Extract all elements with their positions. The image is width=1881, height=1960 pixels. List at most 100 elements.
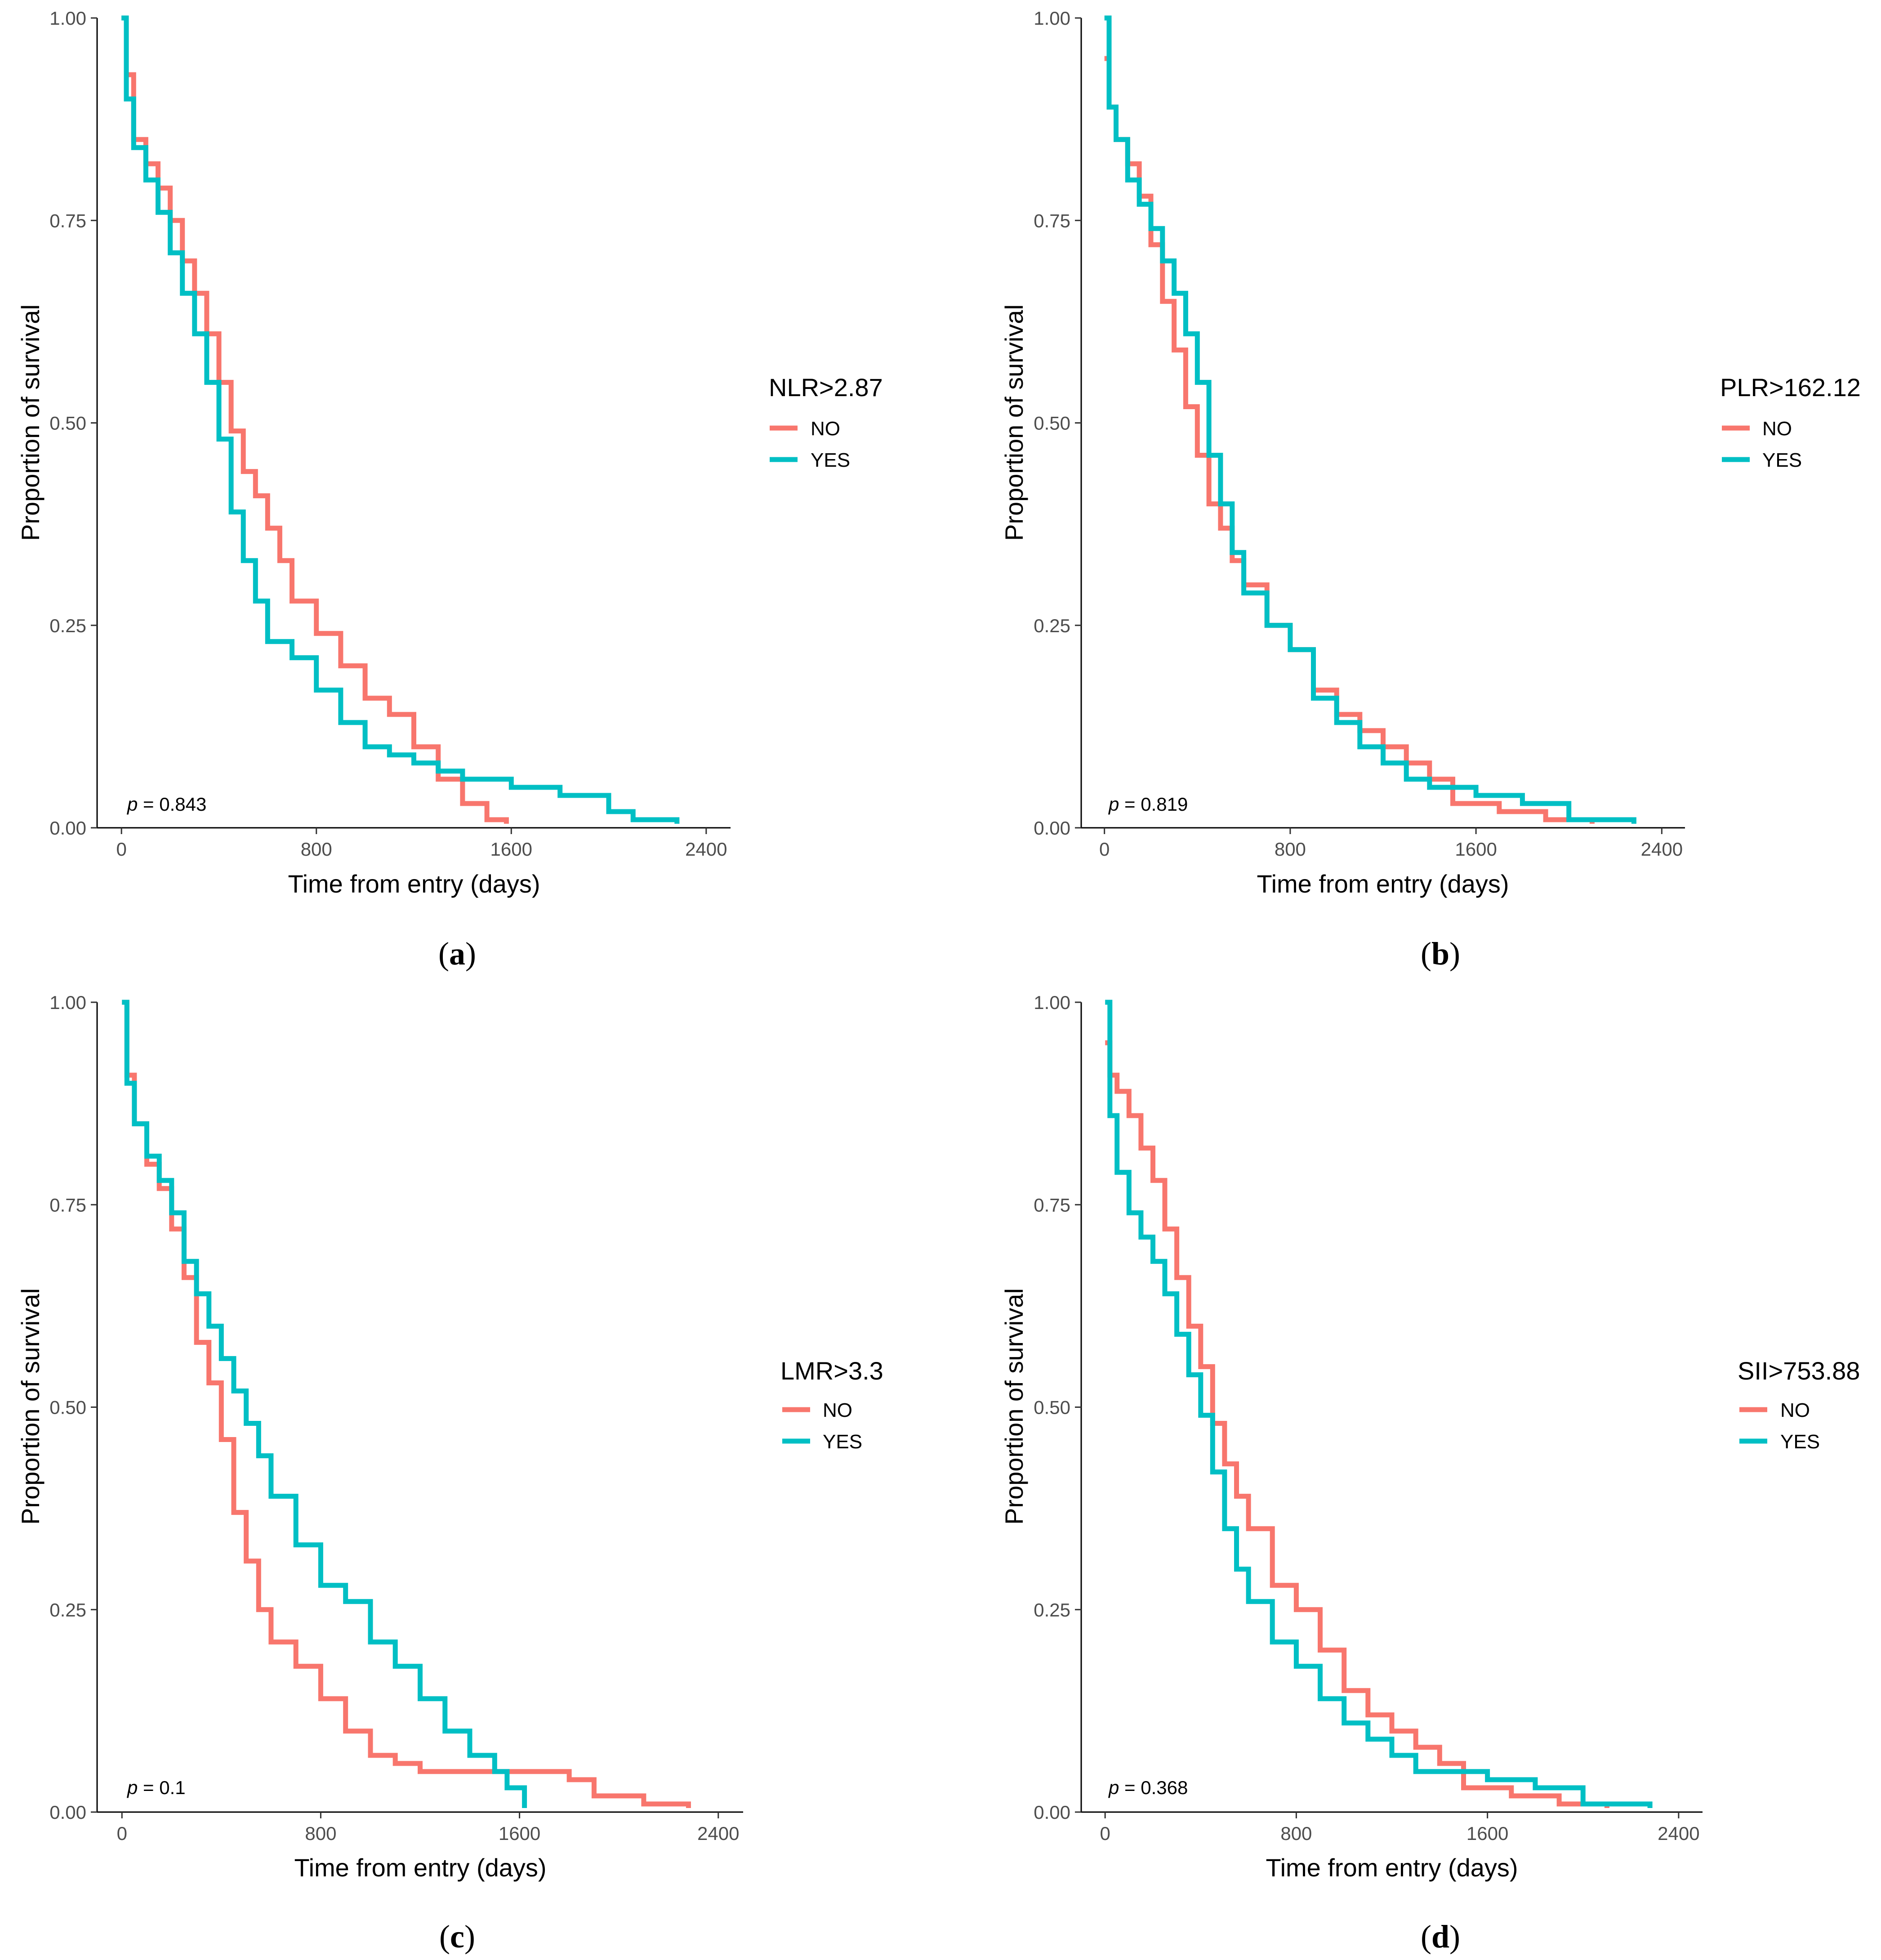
- panel-d-xtick-label-0: 0: [1100, 1823, 1110, 1844]
- panel-b-xlabel: Time from entry (days): [1257, 870, 1509, 898]
- panel-a: 0 800 1600 2400 0.00 0.25 0.50 0.75 1.00 Time f…: [16, 8, 883, 972]
- panel-c-ytick-label-2: 0.50: [49, 1397, 86, 1418]
- panel-d-x-ticks: 0 800 1600 2400: [1100, 1812, 1700, 1844]
- panel-a-pvalue: p = 0.843: [126, 794, 206, 815]
- panel-d-xtick-label-2: 1600: [1466, 1823, 1508, 1844]
- panel-d-curve-no: [1105, 1040, 1609, 1808]
- panel-c-ytick-label-3: 0.75: [49, 1194, 86, 1215]
- panel-d-label: (d): [1421, 1919, 1460, 1955]
- panel-c-pvalue: p = 0.1: [126, 1777, 186, 1798]
- panel-d-ylabel: Proportion of survival: [1000, 1288, 1028, 1525]
- panel-b-ytick-label-3: 0.75: [1034, 210, 1070, 231]
- panel-d: 0 800 1600 2400 0.00 0.25 0.50 0.75 1.00 Time f…: [1000, 992, 1860, 1955]
- panel-c-xtick-label-3: 2400: [697, 1823, 739, 1844]
- panel-a-xtick-label-3: 2400: [685, 839, 727, 860]
- panel-d-legend-yes-label: YES: [1780, 1431, 1820, 1453]
- panel-b-xtick-label-3: 2400: [1641, 839, 1683, 860]
- panel-d-ytick-label-1: 0.25: [1034, 1599, 1070, 1621]
- panel-b-y-ticks: 0.00 0.25 0.50 0.75 1.00: [1034, 8, 1081, 839]
- panel-c-ytick-label-1: 0.25: [49, 1599, 86, 1621]
- panel-a-legend-title: NLR>2.87: [769, 373, 883, 402]
- panel-c-label-letter: c: [450, 1919, 464, 1955]
- panel-c-xtick-label-1: 800: [305, 1823, 336, 1844]
- panel-d-xtick-label-3: 2400: [1658, 1823, 1699, 1844]
- panel-c-pvalue-label: p: [126, 1777, 138, 1798]
- panel-d-label-letter: d: [1431, 1919, 1449, 1955]
- panel-b-ylabel: Proportion of survival: [1000, 304, 1028, 541]
- panel-d-pvalue-label: p: [1108, 1777, 1119, 1798]
- panel-d-curves: [1105, 1000, 1653, 1808]
- panel-d-legend: SII>753.88 NO YES: [1738, 1357, 1860, 1453]
- panel-c-ytick-label-0: 0.00: [49, 1802, 86, 1823]
- panel-b-curves: [1104, 15, 1636, 824]
- panel-c-y-ticks: 0.00 0.25 0.50 0.75 1.00: [49, 992, 97, 1823]
- panel-c-ylabel: Proportion of survival: [16, 1288, 45, 1525]
- panel-b-xtick-label-0: 0: [1099, 839, 1110, 860]
- panel-a-pvalue-label: p: [126, 794, 138, 815]
- panel-b-pvalue-label: p: [1108, 794, 1119, 815]
- panel-c-x-ticks: 0 800 1600 2400: [117, 1812, 739, 1844]
- panel-d-ytick-label-3: 0.75: [1034, 1194, 1070, 1215]
- panel-c-xtick-label-2: 1600: [499, 1823, 540, 1844]
- panel-c: 0 800 1600 2400 0.00 0.25 0.50 0.75 1.00 Time f…: [16, 992, 883, 1955]
- panel-a-xlabel: Time from entry (days): [288, 870, 540, 898]
- panel-a-x-ticks: 0 800 1600 2400: [116, 828, 727, 860]
- panel-b-curve-yes: [1104, 15, 1636, 824]
- panel-a-ytick-label-3: 0.75: [49, 210, 86, 231]
- panel-a-xtick-label-0: 0: [116, 839, 127, 860]
- panel-d-ytick-label-4: 1.00: [1034, 992, 1070, 1013]
- panel-a-pvalue-text: = 0.843: [138, 794, 206, 815]
- panel-a-legend-no-label: NO: [811, 418, 840, 440]
- panel-a-label-letter: a: [449, 936, 465, 972]
- panel-c-pvalue-text: = 0.1: [138, 1777, 185, 1798]
- panel-c-legend-yes-label: YES: [823, 1431, 862, 1453]
- panel-a-y-ticks: 0.00 0.25 0.50 0.75 1.00: [49, 8, 97, 839]
- panel-d-ytick-label-0: 0.00: [1034, 1802, 1070, 1823]
- panel-d-y-ticks: 0.00 0.25 0.50 0.75 1.00: [1034, 992, 1081, 1823]
- panel-b-legend-no-label: NO: [1762, 418, 1792, 440]
- panel-c-xtick-label-0: 0: [117, 1823, 127, 1844]
- panel-d-legend-title: SII>753.88: [1738, 1357, 1860, 1385]
- panel-b-pvalue: p = 0.819: [1108, 794, 1188, 815]
- panel-b-ytick-label-2: 0.50: [1034, 413, 1070, 434]
- panel-a-curve-yes: [121, 15, 680, 824]
- panel-a-ytick-label-0: 0.00: [49, 817, 86, 839]
- panel-a-xtick-label-2: 1600: [490, 839, 532, 860]
- panel-c-xlabel: Time from entry (days): [294, 1853, 546, 1882]
- panel-d-pvalue-text: = 0.368: [1119, 1777, 1188, 1798]
- panel-b-curve-no: [1104, 56, 1595, 824]
- panel-a-label: (a): [438, 936, 476, 972]
- panel-c-curves: [122, 1000, 691, 1808]
- panel-b-x-ticks: 0 800 1600 2400: [1099, 828, 1683, 860]
- panel-b-legend-yes-label: YES: [1762, 449, 1802, 471]
- panel-d-xlabel: Time from entry (days): [1266, 1853, 1518, 1882]
- panel-c-legend: LMR>3.3 NO YES: [780, 1357, 883, 1453]
- panel-a-legend-yes-label: YES: [811, 449, 850, 471]
- panel-b-label: (b): [1421, 936, 1460, 972]
- panel-a-curves: [121, 15, 680, 824]
- panel-a-ylabel: Proportion of survival: [16, 304, 45, 541]
- panel-b-xtick-label-1: 800: [1275, 839, 1306, 860]
- panel-c-legend-no-label: NO: [823, 1399, 852, 1421]
- panel-b-label-letter: b: [1431, 936, 1449, 972]
- panel-c-curve-no: [122, 1000, 691, 1808]
- panel-b-legend: PLR>162.12 NO YES: [1720, 373, 1861, 471]
- panel-b-ytick-label-0: 0.00: [1034, 817, 1070, 839]
- panel-d-xtick-label-1: 800: [1280, 1823, 1312, 1844]
- panel-c-curve-yes: [122, 1000, 527, 1808]
- panel-b-ytick-label-1: 0.25: [1034, 615, 1070, 636]
- panel-a-xtick-label-1: 800: [301, 839, 332, 860]
- panel-b-legend-title: PLR>162.12: [1720, 373, 1861, 402]
- panel-a-ytick-label-1: 0.25: [49, 615, 86, 636]
- panel-b-pvalue-text: = 0.819: [1119, 794, 1188, 815]
- panel-a-curve-no: [121, 15, 509, 824]
- panel-d-pvalue: p = 0.368: [1108, 1777, 1188, 1798]
- panel-c-ytick-label-4: 1.00: [49, 992, 86, 1013]
- panel-d-curve-yes: [1105, 1000, 1653, 1808]
- panel-c-label: (c): [439, 1919, 475, 1955]
- panel-b-xtick-label-2: 1600: [1455, 839, 1497, 860]
- panel-d-ytick-label-2: 0.50: [1034, 1397, 1070, 1418]
- panel-a-legend: NLR>2.87 NO YES: [769, 373, 883, 471]
- panel-c-legend-title: LMR>3.3: [780, 1357, 883, 1385]
